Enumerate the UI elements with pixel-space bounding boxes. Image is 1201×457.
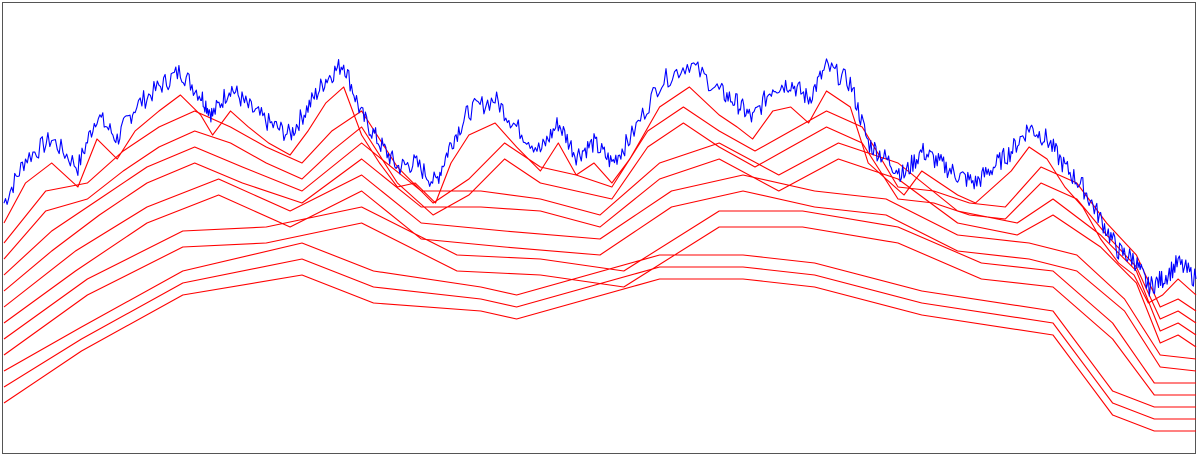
smoothed-line-4 bbox=[3, 142, 1197, 336]
smoothed-line-2 bbox=[3, 106, 1197, 312]
smoothed-line-7 bbox=[3, 190, 1197, 372]
smoothed-line-11 bbox=[3, 258, 1196, 420]
smoothed-line-12 bbox=[3, 274, 1196, 432]
smoothed-line-9 bbox=[3, 222, 1196, 396]
smoothed-line-1 bbox=[3, 86, 1197, 304]
smoothed-line-5 bbox=[3, 158, 1197, 348]
smoothed-line-8 bbox=[3, 206, 1196, 384]
smoothed-line-10 bbox=[3, 242, 1196, 408]
plot-area bbox=[3, 58, 1197, 432]
smoothed-line-6 bbox=[3, 174, 1197, 360]
signal-line bbox=[3, 58, 1197, 297]
smoothed-line-3 bbox=[3, 122, 1197, 324]
